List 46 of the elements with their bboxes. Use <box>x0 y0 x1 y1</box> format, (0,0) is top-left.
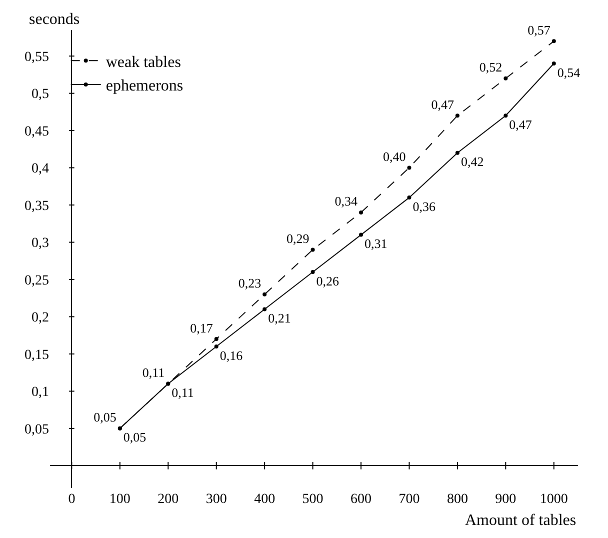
legend-label: weak tables <box>106 54 181 71</box>
data-label: 0,36 <box>412 198 436 214</box>
y-tick-label: 0,3 <box>32 236 49 252</box>
data-label: 0,11 <box>172 384 194 400</box>
data-label: 0,26 <box>316 273 340 288</box>
x-tick-label: 1000 <box>540 492 568 507</box>
data-label: 0,05 <box>94 410 116 425</box>
x-tick-label: 200 <box>158 492 179 507</box>
x-tick-label: 100 <box>109 492 130 507</box>
y-axis-title: seconds <box>29 11 80 28</box>
data-label: 0,29 <box>286 230 310 246</box>
data-label: 0,47 <box>509 116 532 132</box>
x-tick-label: 800 <box>446 492 468 507</box>
data-label: 0,54 <box>557 64 581 80</box>
x-tick-label: 600 <box>350 492 372 507</box>
data-label: 0,05 <box>123 430 146 445</box>
x-tick-label: 400 <box>254 492 276 507</box>
y-tick-label: 0,35 <box>24 198 49 214</box>
y-tick-label: 0,15 <box>24 348 49 363</box>
y-tick-label: 0,2 <box>32 310 49 326</box>
data-label: 0,40 <box>382 149 406 164</box>
y-tick-label: 0,5 <box>32 87 49 102</box>
legend-label: ephemerons <box>106 78 184 95</box>
y-tick-label: 0,4 <box>32 162 49 177</box>
y-tick-label: 0,45 <box>24 124 49 140</box>
data-label: 0,16 <box>220 348 244 363</box>
x-tick-label: 500 <box>302 492 324 507</box>
y-tick-label: 0,25 <box>24 273 49 288</box>
x-axis-title: Amount of tables <box>465 512 576 529</box>
data-label: 0,31 <box>364 236 388 252</box>
data-label: 0,42 <box>460 154 484 170</box>
y-tick-label: 0,55 <box>24 50 49 65</box>
x-tick-label: 300 <box>206 492 227 507</box>
data-label: 0,11 <box>142 364 165 380</box>
data-label: 0,47 <box>431 96 454 112</box>
data-label: 0,21 <box>268 310 291 326</box>
x-tick-label: 0 <box>68 492 76 507</box>
x-tick-label: 900 <box>495 492 516 507</box>
data-label: 0,57 <box>528 22 551 38</box>
data-label: 0,23 <box>238 276 262 291</box>
data-label: 0,34 <box>334 194 358 209</box>
y-tick-label: 0,1 <box>32 385 49 400</box>
x-tick-label: 700 <box>398 492 420 507</box>
data-label: 0,17 <box>190 320 214 336</box>
y-tick-label: 0,05 <box>24 422 49 438</box>
data-label: 0,52 <box>479 60 502 75</box>
